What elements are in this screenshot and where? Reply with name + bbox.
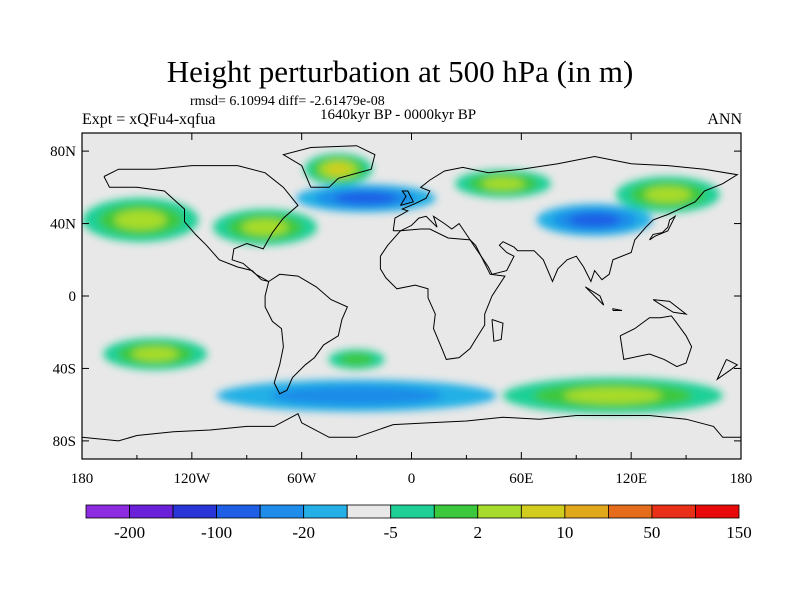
longitude-axis: 180 120W 60W 0 60E 120E 180 bbox=[71, 133, 753, 487]
colorbar-box bbox=[216, 504, 261, 519]
colorbar-box bbox=[172, 504, 217, 519]
coastlines bbox=[82, 145, 741, 442]
coastline bbox=[649, 214, 677, 241]
lat-label: 0 bbox=[69, 289, 77, 305]
colorbar-label: 50 bbox=[643, 523, 660, 542]
anomaly-contour bbox=[326, 163, 351, 175]
lat-label: 40S bbox=[53, 361, 76, 377]
anomaly-fields bbox=[82, 153, 723, 414]
colorbar-box bbox=[695, 504, 740, 519]
coastline bbox=[379, 228, 506, 360]
coastline bbox=[400, 190, 415, 206]
experiment-label: Expt = xQFu4-xqfua bbox=[82, 111, 216, 128]
colorbar-label: 2 bbox=[474, 523, 483, 542]
coastline bbox=[715, 358, 739, 381]
colorbar-box bbox=[520, 504, 566, 519]
colorbar-box bbox=[608, 504, 653, 519]
colorbar-box bbox=[259, 504, 305, 519]
anomaly-contour bbox=[644, 186, 691, 203]
colorbar-label: -200 bbox=[114, 523, 145, 542]
lon-label: 60E bbox=[509, 471, 533, 487]
colorbar-box bbox=[129, 504, 174, 519]
colorbar-box bbox=[651, 504, 696, 519]
lon-label: 180 bbox=[71, 471, 94, 487]
lat-label: 80S bbox=[53, 434, 76, 450]
colorbar-box bbox=[390, 504, 435, 519]
anomaly-contour bbox=[270, 385, 443, 406]
coastline bbox=[491, 319, 504, 342]
coastline bbox=[619, 315, 693, 368]
colorbar-label: 10 bbox=[556, 523, 573, 542]
anomaly-contour bbox=[339, 353, 374, 366]
colorbar-label: -100 bbox=[201, 523, 232, 542]
lon-label: 180 bbox=[730, 471, 753, 487]
anomaly-contour bbox=[114, 210, 167, 230]
coastline bbox=[612, 308, 623, 311]
anomaly-contour bbox=[563, 387, 662, 404]
stats-label: rmsd= 6.10994 diff= -2.61479e-08 bbox=[190, 94, 385, 109]
colorbar: -200 -100 -20 -5 2 10 50 150 bbox=[85, 504, 752, 542]
coastline bbox=[282, 145, 376, 188]
colorbar-box bbox=[346, 504, 392, 519]
lat-label: 40N bbox=[50, 217, 76, 233]
coastline bbox=[264, 273, 349, 395]
coastline bbox=[585, 286, 605, 306]
period-label: 1640kyr BP - 0000kyr BP bbox=[320, 107, 477, 123]
anomaly-contour bbox=[481, 177, 525, 190]
colorbar-box bbox=[477, 504, 522, 519]
lon-label: 120E bbox=[615, 471, 647, 487]
season-label: ANN bbox=[707, 111, 742, 128]
colorbar-box bbox=[564, 504, 609, 519]
anomaly-contour bbox=[241, 219, 289, 236]
colorbar-label: -20 bbox=[292, 523, 315, 542]
coastline bbox=[392, 155, 739, 283]
lon-label: 60W bbox=[287, 471, 317, 487]
anomaly-contour bbox=[132, 346, 179, 362]
colorbar-box bbox=[303, 504, 348, 519]
map-panel: 180 120W 60W 0 60E 120E 180 80N 40N 0 40S 80S bbox=[50, 132, 753, 487]
lat-label: 80N bbox=[50, 144, 76, 160]
coastline bbox=[103, 165, 299, 282]
anomaly-contour bbox=[568, 212, 621, 228]
colorbar-box bbox=[433, 504, 479, 519]
coastline bbox=[652, 299, 688, 315]
coastline bbox=[82, 412, 741, 442]
colorbar-box bbox=[85, 504, 130, 519]
latitude-axis: 80N 40N 0 40S 80S bbox=[50, 144, 741, 450]
colorbar-label: -5 bbox=[384, 523, 398, 542]
anomaly-contour bbox=[334, 191, 397, 205]
lon-label: 0 bbox=[408, 471, 416, 487]
chart-title: Height perturbation at 500 hPa (in m) bbox=[166, 54, 634, 89]
lon-label: 120W bbox=[173, 471, 211, 487]
colorbar-label: 150 bbox=[726, 523, 752, 542]
